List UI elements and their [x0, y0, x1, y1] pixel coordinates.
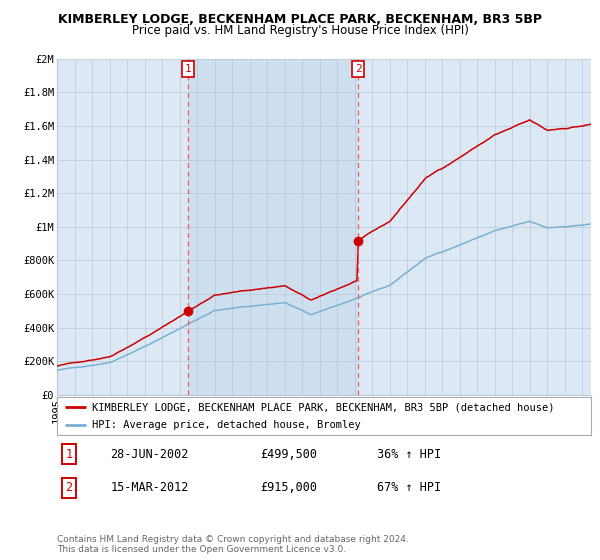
Text: KIMBERLEY LODGE, BECKENHAM PLACE PARK, BECKENHAM, BR3 5BP (detached house): KIMBERLEY LODGE, BECKENHAM PLACE PARK, B… [92, 402, 554, 412]
Text: 2: 2 [65, 481, 73, 494]
Text: 36% ↑ HPI: 36% ↑ HPI [377, 447, 442, 461]
Text: 15-MAR-2012: 15-MAR-2012 [110, 481, 189, 494]
Text: 1: 1 [185, 64, 191, 74]
Text: £499,500: £499,500 [260, 447, 317, 461]
Text: Contains HM Land Registry data © Crown copyright and database right 2024.: Contains HM Land Registry data © Crown c… [57, 535, 409, 544]
Bar [188, 59, 358, 395]
Text: Price paid vs. HM Land Registry's House Price Index (HPI): Price paid vs. HM Land Registry's House … [131, 24, 469, 37]
Text: HPI: Average price, detached house, Bromley: HPI: Average price, detached house, Brom… [92, 420, 361, 430]
Text: £915,000: £915,000 [260, 481, 317, 494]
Text: 2: 2 [355, 64, 362, 74]
Text: This data is licensed under the Open Government Licence v3.0.: This data is licensed under the Open Gov… [57, 545, 346, 554]
Text: 67% ↑ HPI: 67% ↑ HPI [377, 481, 442, 494]
Text: 1: 1 [65, 447, 73, 461]
Text: KIMBERLEY LODGE, BECKENHAM PLACE PARK, BECKENHAM, BR3 5BP: KIMBERLEY LODGE, BECKENHAM PLACE PARK, B… [58, 13, 542, 26]
Text: 28-JUN-2002: 28-JUN-2002 [110, 447, 189, 461]
